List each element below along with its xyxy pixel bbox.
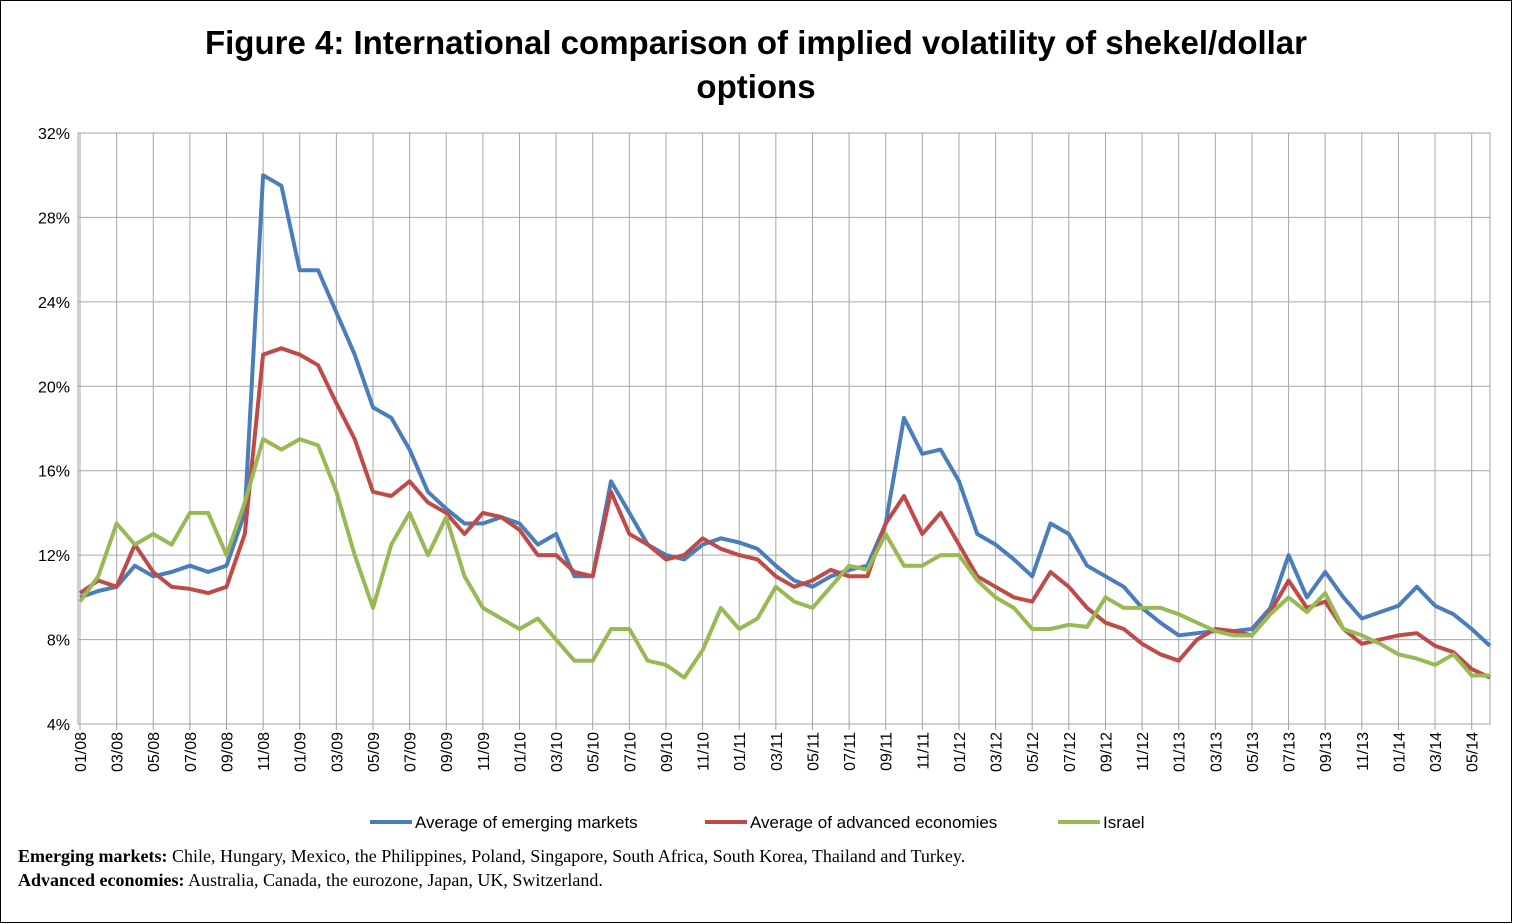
x-tick-label: 07/12 — [1062, 732, 1079, 772]
x-tick-label: 01/14 — [1391, 732, 1408, 772]
x-tick-label: 01/10 — [512, 732, 529, 772]
x-tick-label: 07/11 — [842, 732, 859, 771]
title-line: Figure 4: International comparison of im… — [205, 24, 1307, 61]
x-tick-label: 01/09 — [293, 732, 310, 772]
x-tick-label: 03/11 — [769, 732, 786, 771]
chart-title: Figure 4: International comparison of im… — [205, 24, 1307, 105]
x-tick-label: 01/13 — [1172, 732, 1189, 772]
x-tick-label: 05/10 — [586, 732, 603, 772]
y-tick-label: 16% — [38, 464, 70, 481]
x-tick-label: 05/14 — [1465, 732, 1482, 772]
x-tick-label: 11/08 — [256, 732, 273, 771]
x-tick-label: 03/14 — [1428, 732, 1445, 772]
x-tick-label: 05/12 — [1025, 732, 1042, 772]
note-label: Emerging markets: — [18, 846, 168, 866]
note: Advanced economies: Australia, Canada, t… — [18, 870, 603, 891]
x-tick-label: 03/08 — [110, 732, 127, 772]
note-text: Australia, Canada, the eurozone, Japan, … — [188, 870, 603, 890]
title-line: options — [696, 68, 815, 105]
x-tick-label: 11/10 — [696, 732, 713, 771]
x-tick-label: 09/08 — [219, 732, 236, 772]
legend-label: Israel — [1103, 813, 1145, 832]
series-line — [78, 437, 1490, 680]
legend-label: Average of advanced economies — [750, 813, 997, 832]
x-tick-label: 11/11 — [915, 732, 932, 770]
y-tick-label: 28% — [38, 210, 70, 227]
x-tick-label: 05/09 — [366, 732, 383, 772]
note-label: Advanced economies: — [18, 870, 185, 890]
y-tick-label: 32% — [38, 126, 70, 143]
x-tick-label: 01/08 — [73, 732, 90, 772]
y-tick-label: 8% — [47, 633, 70, 650]
x-tick-label: 03/13 — [1208, 732, 1225, 772]
note-text: Chile, Hungary, Mexico, the Philippines,… — [171, 846, 966, 866]
x-tick-label: 09/10 — [659, 732, 676, 772]
x-tick-label: 09/13 — [1318, 732, 1335, 772]
legend-label: Average of emerging markets — [415, 813, 638, 832]
series-line — [79, 173, 1492, 648]
x-tick-label: 11/09 — [476, 732, 493, 771]
x-tick-label: 11/12 — [1135, 732, 1152, 771]
y-tick-label: 20% — [38, 379, 70, 396]
x-tick-label: 01/12 — [952, 732, 969, 772]
x-tick-label: 07/09 — [403, 732, 420, 772]
x-tick-label: 03/09 — [329, 732, 346, 772]
x-tick-label: 03/12 — [989, 732, 1006, 772]
x-tick-label: 07/08 — [183, 732, 200, 772]
x-tick-label: 07/10 — [622, 732, 639, 772]
x-tick-label: 05/08 — [146, 732, 163, 772]
note: Emerging markets: Chile, Hungary, Mexico… — [18, 846, 965, 867]
x-tick-label: 01/11 — [732, 732, 749, 771]
x-tick-label: 05/11 — [805, 732, 822, 771]
x-tick-label: 09/09 — [439, 732, 456, 772]
x-tick-label: 09/11 — [879, 732, 896, 771]
x-tick-label: 05/13 — [1245, 732, 1262, 772]
y-tick-label: 24% — [38, 295, 70, 312]
x-tick-label: 11/13 — [1355, 732, 1372, 771]
x-tick-label: 07/13 — [1282, 732, 1299, 772]
y-tick-label: 4% — [47, 717, 70, 734]
y-tick-label: 12% — [38, 548, 70, 565]
x-tick-label: 03/10 — [549, 732, 566, 772]
x-tick-label: 09/12 — [1098, 732, 1115, 772]
